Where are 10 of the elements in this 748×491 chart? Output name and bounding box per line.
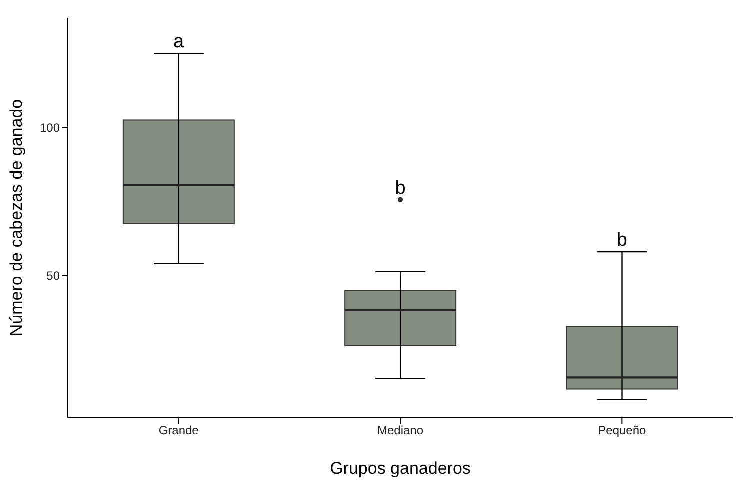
x-tick-label: Mediano bbox=[377, 424, 424, 438]
y-axis-title: Número de cabezas de ganado bbox=[7, 99, 26, 337]
x-tick-label: Pequeño bbox=[598, 424, 647, 438]
annotation: a bbox=[174, 32, 185, 53]
y-tick-label: 50 bbox=[46, 269, 60, 284]
y-tick-label: 100 bbox=[40, 120, 60, 135]
x-axis-title: Grupos ganaderos bbox=[330, 459, 471, 478]
x-tick-label: Grande bbox=[158, 424, 200, 438]
annotation: b bbox=[395, 178, 406, 199]
annotation: b bbox=[616, 230, 628, 252]
